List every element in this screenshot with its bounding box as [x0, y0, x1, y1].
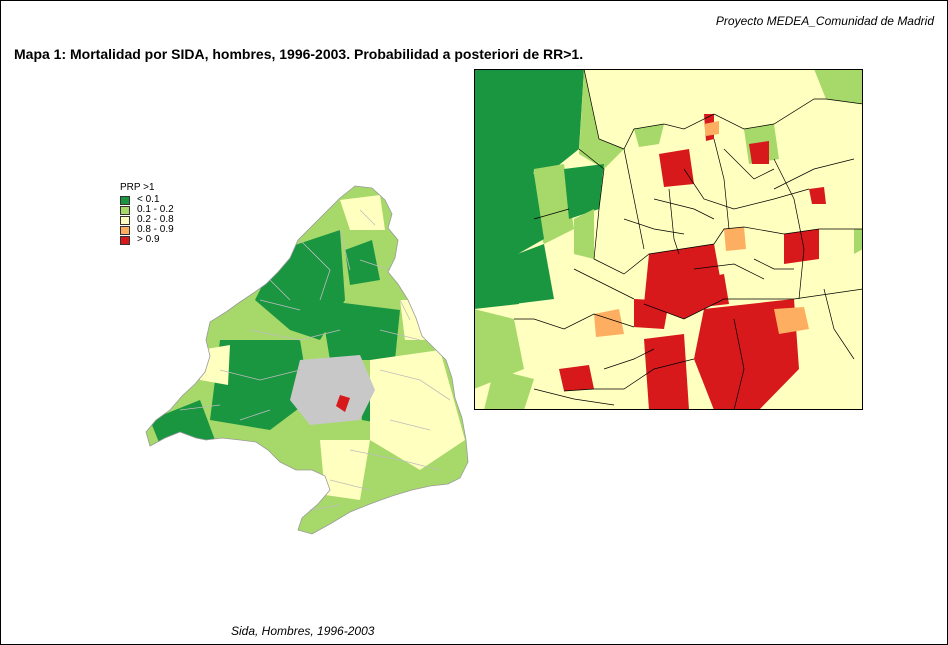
legend-item: 0.2 - 0.8	[120, 215, 174, 225]
legend-label: > 0.9	[137, 234, 160, 245]
map-caption: Sida, Hombres, 1996-2003	[231, 624, 375, 638]
region-map-borders	[179, 209, 451, 511]
legend-swatch	[120, 195, 130, 205]
legend-item: < 0.1	[120, 195, 174, 205]
legend-swatch	[120, 235, 130, 245]
zoom-map-borders	[514, 69, 863, 410]
legend-item: > 0.9	[120, 235, 174, 245]
legend-label: 0.2 - 0.8	[137, 214, 174, 225]
legend-swatch	[120, 215, 130, 225]
legend-item: 0.1 - 0.2	[120, 205, 174, 215]
legend-label: 0.1 - 0.2	[137, 204, 174, 215]
region-map-outline	[145, 185, 469, 535]
zoom-map	[474, 69, 863, 410]
project-label: Proyecto MEDEA_Comunidad de Madrid	[715, 14, 934, 28]
legend-title: PRP >1	[120, 182, 155, 193]
legend: PRP >1 < 0.1 0.1 - 0.2 0.2 - 0.8 0.8 - 0…	[120, 183, 174, 245]
legend-label: 0.8 - 0.9	[137, 224, 174, 235]
legend-label: < 0.1	[137, 194, 160, 205]
map-title: Mapa 1: Mortalidad por SIDA, hombres, 19…	[14, 46, 584, 62]
legend-swatch	[120, 205, 130, 215]
zoom-map-frame	[474, 69, 863, 410]
region-map-fill	[146, 186, 468, 534]
legend-swatch	[120, 225, 130, 235]
legend-item: 0.8 - 0.9	[120, 225, 174, 235]
